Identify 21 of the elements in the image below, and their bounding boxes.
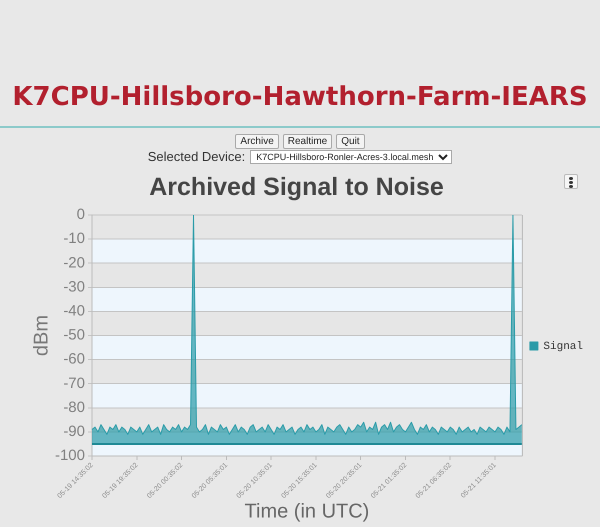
dropdown: K7CPU-Hillsboro-Ronler-Acres-3.local.mesh (250, 150, 452, 164)
button: Archive (235, 134, 279, 149)
x-axis-title: Time (in UTC) (244, 500, 370, 523)
y-tick-label: -40 (63, 302, 85, 320)
legend-label: Signal (543, 340, 584, 353)
text: K7CPU-Hillsboro-Hawthorn-Farm-IEARS (11, 82, 589, 112)
y-axis-title: dBm (30, 314, 53, 356)
y-tick-label: -90 (63, 423, 85, 440)
button: Quit (336, 134, 365, 149)
y-tick-label: -50 (63, 326, 85, 344)
y-tick-label: -10 (63, 230, 85, 248)
y-tick-label: -80 (63, 398, 85, 416)
y-tick-label: -100 (54, 447, 85, 464)
text: Selected Device: (148, 149, 246, 164)
button: Realtime (282, 134, 332, 149)
y-tick-label: -20 (63, 254, 85, 272)
y-tick-label: 0 (76, 206, 85, 224)
chart-title: Archived Signal to Noise (149, 172, 444, 201)
y-tick-label: -30 (63, 278, 85, 296)
y-tick-label: -60 (63, 350, 85, 368)
y-tick-label: -70 (63, 374, 85, 392)
